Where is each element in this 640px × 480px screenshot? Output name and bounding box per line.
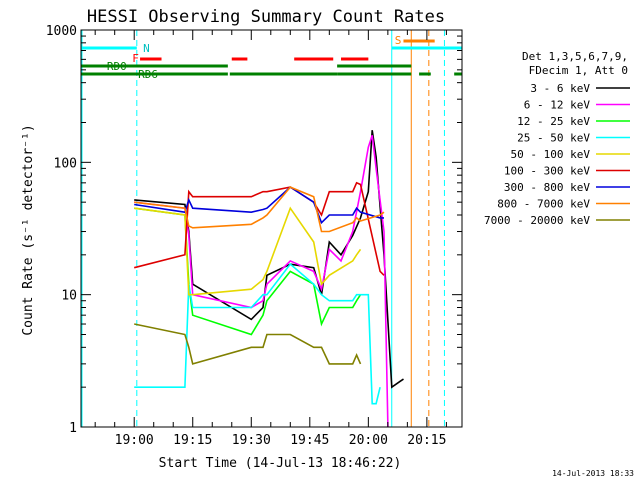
flag-label-f: F [132,52,139,65]
x-axis-label: Start Time (14-Jul-13 18:46:22) [159,456,402,471]
x-tick-label-5: 20:15 [407,433,446,448]
timestamp: 14-Jul-2013 18:33 [552,469,634,478]
flag-label-n: N [143,42,150,55]
legend-label-0: 3 - 6 keV [530,82,590,95]
chart-title: HESSI Observing Summary Count Rates [87,7,445,27]
x-tick-label-2: 19:30 [232,433,271,448]
series-line-8 [134,323,362,365]
series-line-3 [134,263,381,405]
flag-label-rd6: RD6 [138,68,158,81]
legend-label-1: 6 - 12 keV [524,99,591,112]
series-line-6 [134,186,384,225]
y-tick-label-3: 1000 [46,24,77,39]
series-line-5 [134,181,385,276]
flag-label-s: S [395,34,402,47]
y-axis-label: Count Rate (s⁻¹ detector⁻¹) [21,124,36,335]
x-tick-label-3: 19:45 [290,433,329,448]
plot-frame [80,29,463,428]
y-tick-label-2: 100 [54,156,77,171]
x-tick-label-0: 19:00 [115,433,154,448]
series-line-7 [134,186,385,233]
legend-label-6: 300 - 800 keV [504,181,590,194]
legend-label-2: 12 - 25 keV [517,115,590,128]
flag-label-rd0: RD0 [107,60,127,73]
legend-label-4: 50 - 100 keV [511,148,591,161]
legend-label-7: 800 - 7000 keV [497,198,590,211]
legend-header-line-2: FDecim 1, Att 0 [529,64,628,77]
x-tick-label-1: 19:15 [173,433,212,448]
legend-label-8: 7000 - 20000 keV [484,214,590,227]
legend-label-3: 25 - 50 keV [517,132,590,145]
series-line-2 [134,207,362,336]
series-line-4 [134,206,362,296]
legend-label-5: 100 - 300 keV [504,165,590,178]
y-tick-label-0: 1 [69,421,77,436]
series-line-0 [134,130,404,389]
y-tick-label-1: 10 [61,289,77,304]
legend-header-line-1: Det 1,3,5,6,7,9, [522,50,628,63]
x-tick-label-4: 20:00 [349,433,388,448]
